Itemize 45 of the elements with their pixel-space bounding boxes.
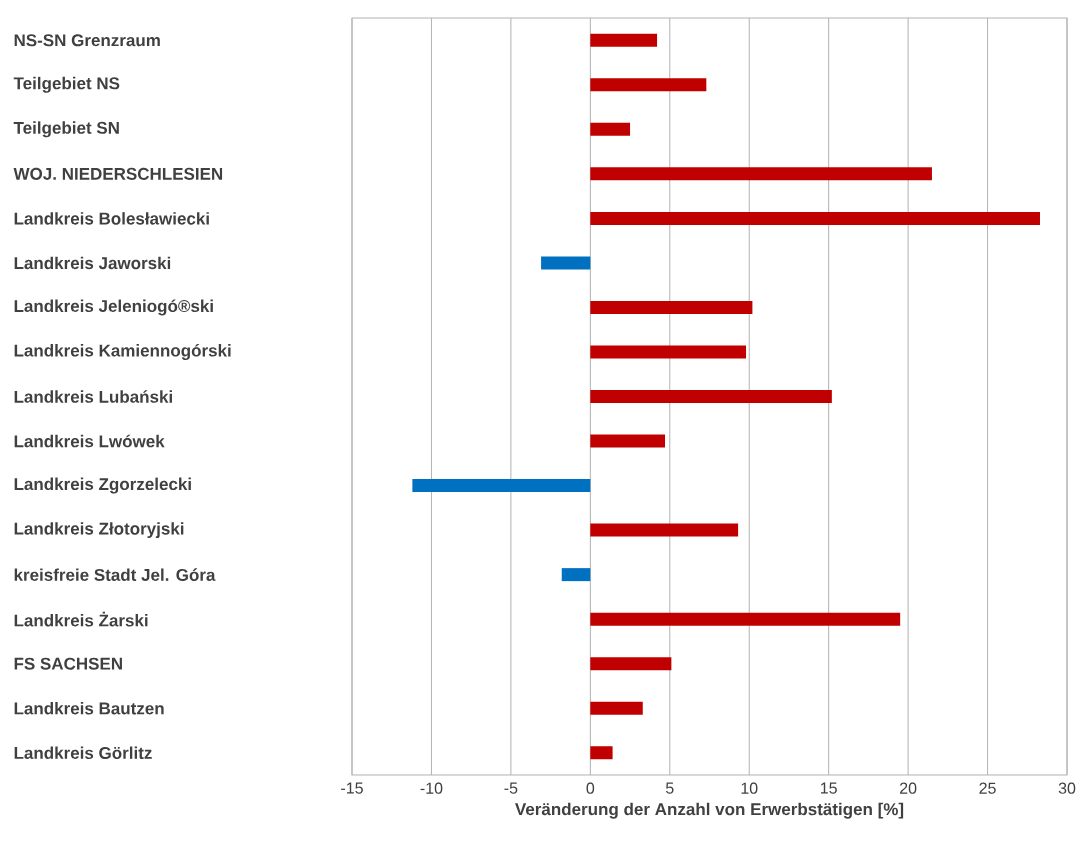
x-tick-label: -15 — [341, 782, 363, 794]
bar — [590, 390, 832, 404]
bar — [590, 33, 658, 47]
x-axis-title: Veränderung der Anzahl von Erwerbstätigen [%] — [515, 802, 904, 819]
bar — [590, 434, 666, 448]
bar — [590, 167, 932, 181]
x-tick-label: 10 — [741, 782, 758, 794]
x-tick-label: 25 — [979, 782, 996, 794]
bar — [412, 479, 591, 493]
x-tick-label: -5 — [504, 782, 518, 794]
y-tick-label: Landkreis Kamiennogórski — [14, 343, 231, 361]
bar — [590, 300, 753, 314]
bar — [590, 345, 747, 359]
x-tick-label: -10 — [420, 782, 443, 794]
bar — [541, 256, 591, 270]
x-tick-label: 30 — [1058, 782, 1076, 794]
bar — [590, 746, 613, 760]
y-tick-label: NS-SN Grenzraum — [14, 34, 160, 47]
bar — [590, 657, 672, 671]
x-tick-label: 15 — [821, 782, 837, 794]
y-tick-label: Landkreis Bautzen — [14, 701, 164, 715]
bar — [590, 211, 1040, 225]
bar — [590, 122, 631, 136]
x-tick-label: 0 — [586, 782, 595, 794]
y-tick-label: Teilgebiet SN — [13, 121, 119, 138]
y-tick-label: WOJ. NIEDERSCHLESIEN — [13, 167, 223, 180]
y-tick-label: Teilgebiet NS — [13, 76, 120, 93]
y-tick-label: Landkreis Bolesławiecki — [14, 212, 209, 225]
bar — [561, 568, 591, 582]
y-tick-label: Landkreis Złotoryjski — [14, 522, 184, 539]
y-tick-label: Landkreis Żarski — [14, 611, 148, 627]
y-tick-label: Landkreis Lwówek — [14, 434, 165, 448]
y-tick-label: Landkreis Zgorzelecki — [14, 477, 191, 494]
y-tick-label: FS SACHSEN — [14, 657, 122, 670]
y-tick-label: Landkreis Lubański — [14, 390, 172, 403]
bar — [590, 612, 901, 626]
y-tick-label: Landkreis Jaworski — [14, 256, 171, 270]
x-tick-label: 20 — [900, 782, 917, 794]
bar — [590, 523, 739, 537]
y-tick-label: Landkreis Görlitz — [14, 746, 152, 759]
x-tick-label: 5 — [665, 782, 674, 794]
y-tick-label: kreisfreie Stadt Jel. Góra — [14, 568, 216, 581]
bar — [590, 78, 707, 92]
y-tick-label: Landkreis Jeleniogó®ski — [14, 299, 213, 316]
bar — [590, 701, 643, 715]
